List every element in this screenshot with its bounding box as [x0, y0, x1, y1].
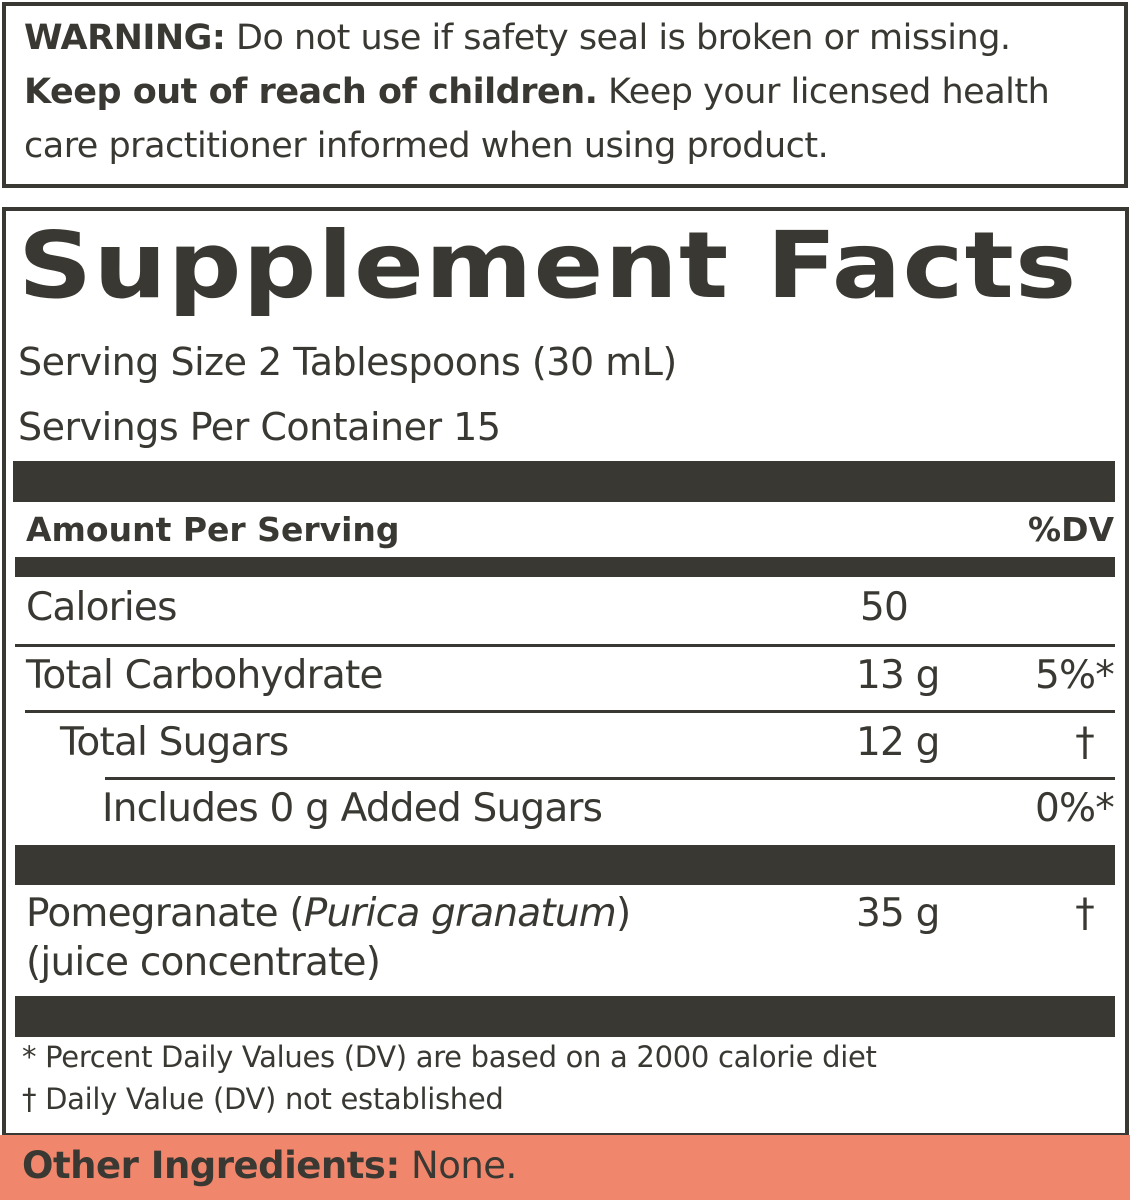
pomegranate-label: Pomegranate (Purica granatum): [26, 891, 631, 936]
row-divider: [15, 644, 1115, 647]
pomegranate-close: ): [615, 891, 631, 936]
other-ingredients-label: Other Ingredients:: [22, 1144, 400, 1187]
dv-header: %DV: [1028, 510, 1114, 549]
total-carbohydrate-amount: 13 g: [856, 653, 940, 698]
thick-divider: [15, 996, 1115, 1037]
footnote-percent-dv: * Percent Daily Values (DV) are based on…: [22, 1040, 877, 1074]
added-sugars-label: Includes 0 g Added Sugars: [102, 786, 603, 831]
row-divider: [25, 710, 1115, 713]
warning-line-3: care practitioner informed when using pr…: [24, 126, 829, 166]
warning-text: Do not use if safety seal is broken or m…: [225, 18, 1011, 58]
pomegranate-amount: 35 g: [856, 891, 940, 936]
thick-divider: [13, 461, 1115, 502]
other-ingredients: Other Ingredients: None.: [22, 1144, 517, 1187]
calories-value: 50: [860, 585, 909, 630]
servings-per-container: Servings Per Container 15: [18, 405, 501, 449]
total-sugars-dv: †: [1075, 720, 1094, 765]
total-sugars-amount: 12 g: [856, 720, 940, 765]
pomegranate-dv: †: [1075, 891, 1094, 936]
calories-label: Calories: [26, 585, 177, 630]
warning-line-2: Keep out of reach of children. Keep your…: [24, 72, 1050, 112]
row-divider: [105, 777, 1115, 780]
added-sugars-dv: 0%*: [1035, 786, 1115, 831]
other-ingredients-band: [0, 1135, 1130, 1200]
serving-size: Serving Size 2 Tablespoons (30 mL): [18, 340, 677, 384]
warning-line-1: WARNING: Do not use if safety seal is br…: [24, 18, 1011, 58]
other-ingredients-value: None.: [399, 1144, 517, 1187]
pomegranate-latin: Purica granatum: [303, 891, 617, 936]
facts-title: Supplement Facts: [18, 212, 1078, 319]
total-carbohydrate-label: Total Carbohydrate: [26, 653, 383, 698]
total-sugars-label: Total Sugars: [60, 720, 289, 765]
pomegranate-name: Pomegranate (: [26, 891, 305, 936]
thick-divider: [15, 845, 1115, 885]
warning-box: [2, 2, 1128, 188]
warning-label: WARNING:: [24, 18, 226, 58]
pomegranate-form: (juice concentrate): [26, 940, 381, 985]
total-carbohydrate-dv: 5%*: [1035, 653, 1115, 698]
footnote-dv-not-established: † Daily Value (DV) not established: [22, 1082, 504, 1116]
amount-per-serving-header: Amount Per Serving: [26, 510, 400, 549]
keep-out-label: Keep out of reach of children.: [24, 72, 598, 112]
medium-divider: [15, 557, 1115, 577]
keep-out-text: Keep your licensed health: [597, 72, 1050, 112]
